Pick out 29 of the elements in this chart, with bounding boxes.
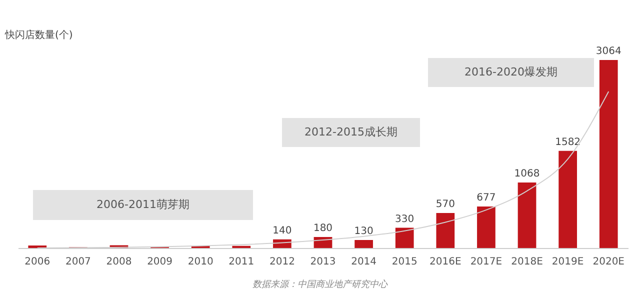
x-tick-label: 2017E xyxy=(470,256,502,268)
x-tick-label: 2015 xyxy=(392,256,418,268)
x-tick-label: 2019E xyxy=(552,256,584,268)
x-tick-label: 2009 xyxy=(147,256,173,268)
y-axis-title: 快闪店数量(个) xyxy=(4,29,73,41)
x-tick-label: 2008 xyxy=(106,256,132,268)
band-label: 2006-2011萌芽期 xyxy=(96,198,190,211)
x-tick-label: 2010 xyxy=(188,256,214,268)
data-label: 1068 xyxy=(514,168,540,180)
data-label: 570 xyxy=(436,199,455,210)
x-tick-label: 2013 xyxy=(310,256,336,268)
x-tick-label: 2020E xyxy=(592,256,625,268)
x-tick-label: 2014 xyxy=(351,256,377,268)
data-label: 1582 xyxy=(555,136,581,148)
data-label: 130 xyxy=(354,226,374,238)
x-tick-label: 2007 xyxy=(65,256,91,268)
x-tick-label: 2016E xyxy=(430,256,462,268)
data-label: 180 xyxy=(313,222,333,234)
x-tick-label: 2006 xyxy=(24,256,50,268)
data-label: 330 xyxy=(395,214,414,225)
data-label: 3064 xyxy=(596,46,622,57)
x-tick-label: 2018E xyxy=(511,256,543,268)
data-label: 140 xyxy=(272,225,292,236)
data-label: 677 xyxy=(476,192,496,204)
source-note: 数据来源：中国商业地产研究中心 xyxy=(252,279,388,290)
x-tick-label: 2012 xyxy=(269,256,295,268)
band-label: 2012-2015成长期 xyxy=(304,126,398,138)
band-label: 2016-2020爆发期 xyxy=(464,66,558,78)
x-tick-label: 2011 xyxy=(228,256,254,268)
